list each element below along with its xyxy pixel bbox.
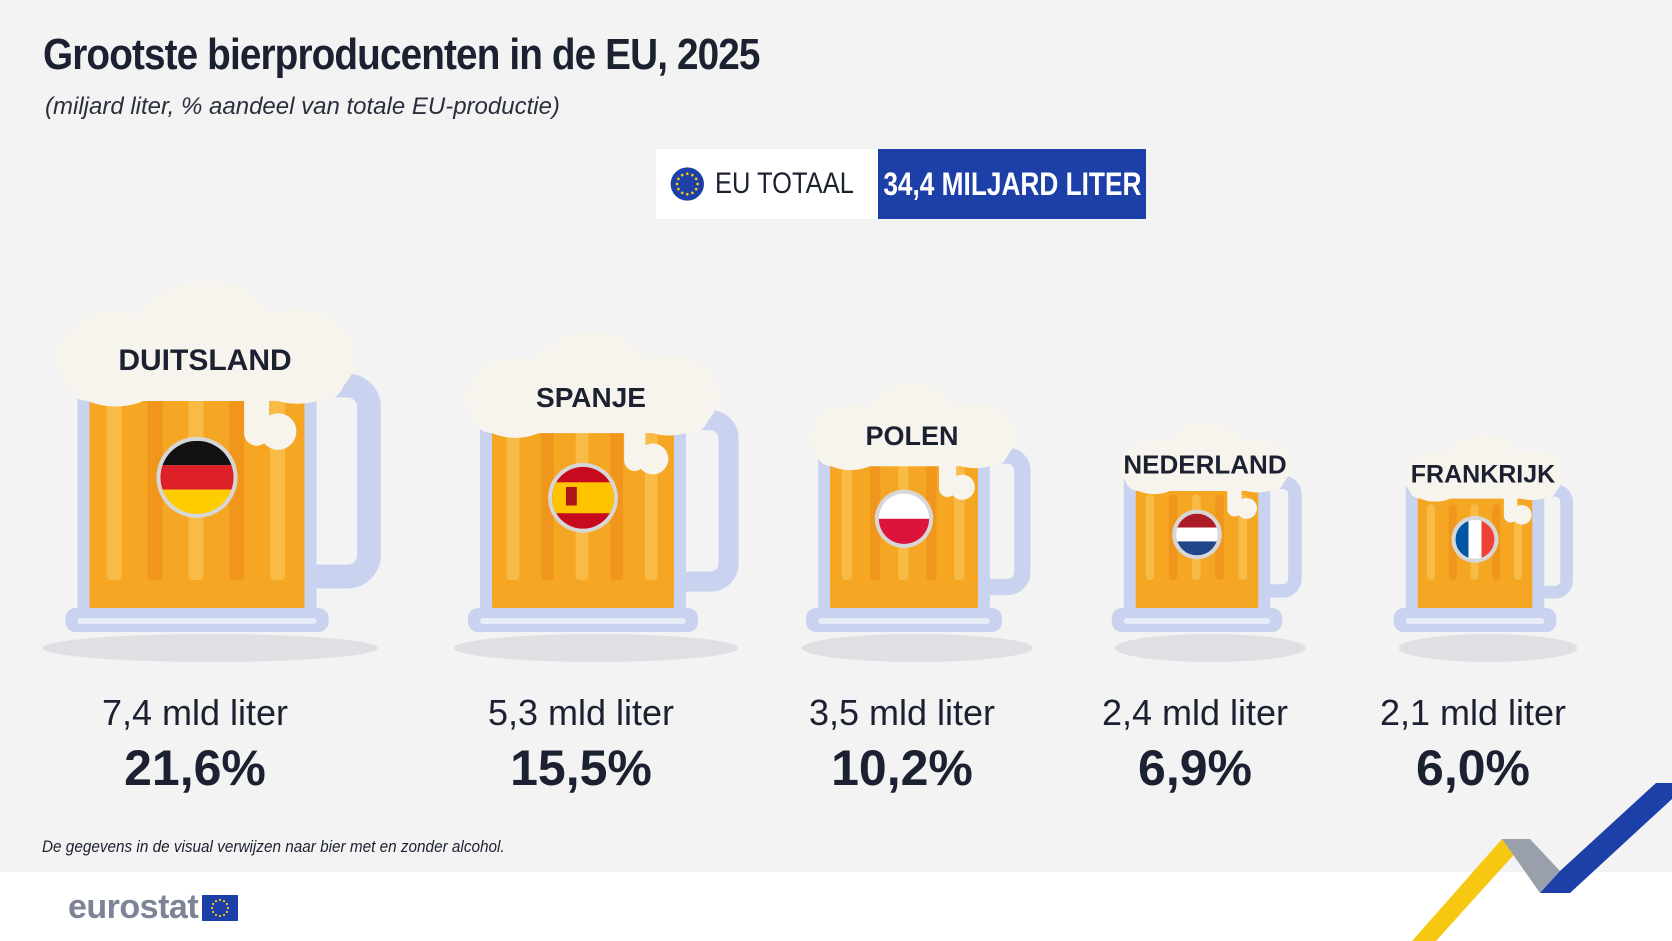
country-label: SPANJE xyxy=(536,382,646,413)
country-label: DUITSLAND xyxy=(118,344,291,377)
beer-mug-bar: FRANKRIJK xyxy=(1393,434,1578,662)
decorative-chevron xyxy=(1412,783,1672,941)
footer-bar xyxy=(0,872,1672,941)
poland-flag-icon xyxy=(874,489,934,548)
netherlands-flag-icon xyxy=(1172,509,1222,560)
country-label: NEDERLAND xyxy=(1123,449,1286,479)
eu-flag-icon xyxy=(670,167,704,201)
country-label: POLEN xyxy=(865,421,958,451)
share-label: 6,0% xyxy=(1416,740,1530,796)
footnote: De gegevens in de visual verwijzen naar … xyxy=(42,837,505,856)
eu-total-banner: EU TOTAAL 34,4 MILJARD LITER xyxy=(656,149,1146,219)
eurostat-logo-text: eurostat xyxy=(68,888,199,926)
share-label: 21,6% xyxy=(124,740,266,796)
eurostat-logo: eurostat xyxy=(68,888,239,927)
beer-mug-bar: POLEN xyxy=(801,383,1033,662)
foam-head xyxy=(810,383,1016,498)
eu-total-label-box: EU TOTAAL xyxy=(656,149,878,219)
beer-mug-bar: DUITSLAND xyxy=(42,280,381,662)
eu-total-label: EU TOTAAL xyxy=(714,167,854,200)
share-label: 6,9% xyxy=(1138,740,1252,796)
chart-subtitle: (miljard liter, % aandeel van totale EU-… xyxy=(45,93,560,120)
foam-head xyxy=(465,331,719,471)
chart-title: Grootste bierproducenten in de EU, 2025 xyxy=(43,30,760,79)
germany-flag-icon xyxy=(156,436,238,518)
share-label: 10,2% xyxy=(831,740,973,796)
foam-head xyxy=(56,280,356,446)
eurostat-flag-icon xyxy=(202,894,239,921)
volume-label: 5,3 mld liter xyxy=(488,692,674,733)
share-label: 15,5% xyxy=(510,740,652,796)
volume-label: 2,1 mld liter xyxy=(1380,692,1566,733)
france-flag-icon xyxy=(1451,515,1499,563)
eu-total-value: 34,4 MILJARD LITER xyxy=(882,165,1142,202)
beer-mug-bar: NEDERLAND xyxy=(1111,422,1306,662)
volume-label: 2,4 mld liter xyxy=(1102,692,1288,733)
foam-head xyxy=(1404,434,1564,523)
country-label: FRANKRIJK xyxy=(1411,460,1555,488)
volume-label: 7,4 mld liter xyxy=(102,692,288,733)
eu-total-value-box: 34,4 MILJARD LITER xyxy=(878,149,1146,219)
beer-mug-bar: SPANJE xyxy=(454,331,739,662)
foam-head xyxy=(1120,422,1291,517)
volume-label: 3,5 mld liter xyxy=(809,692,995,733)
spain-flag-icon xyxy=(548,462,618,533)
